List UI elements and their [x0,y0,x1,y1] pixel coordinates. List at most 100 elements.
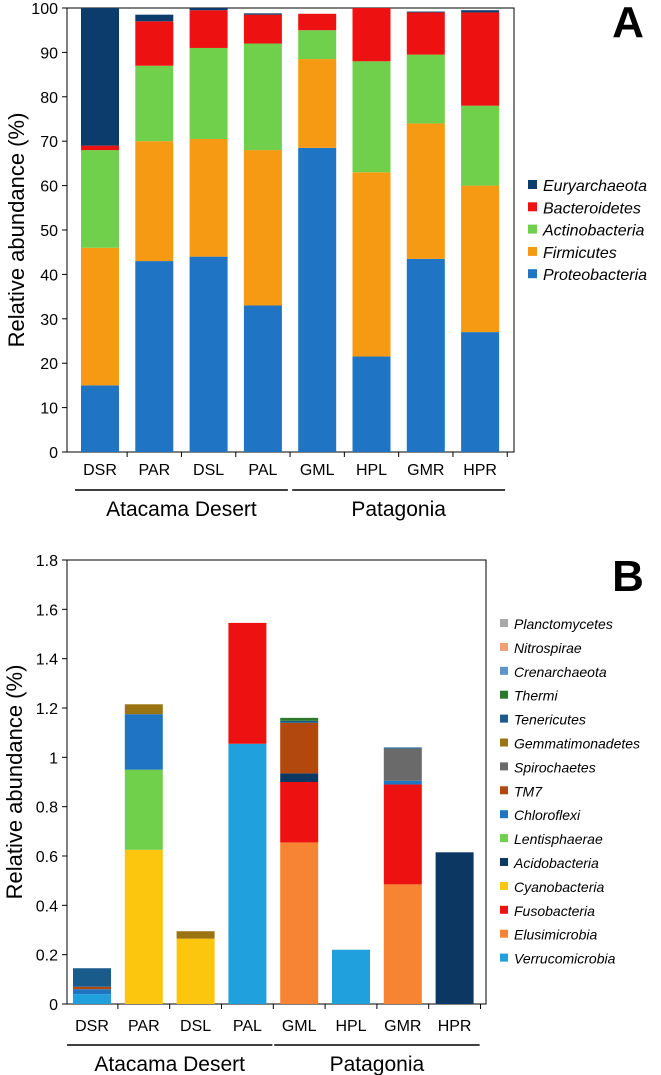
chart-a-group-label-patagonia: Patagonia [351,498,446,521]
chart-b-legend-label-spirochaetes: Spirochaetes [514,759,596,775]
chart-a-legend-label-bacteroidetes: Bacteroidetes [543,200,641,217]
chart-b-legend-swatch-thermi [500,690,508,699]
chart-a-bar-hpr-euryarchaeota [461,10,500,13]
chart-b-ytick-label: 1 [49,750,58,767]
chart-a-ytick-label: 50 [40,223,58,240]
chart-a-xtick-label-hpl: HPL [356,462,387,479]
chart-a-panel-label: A [612,0,644,47]
chart-b-legend-label-thermi: Thermi [514,688,558,704]
chart-b-legend-swatch-fusobacteria [500,905,508,914]
chart-a-bar-gmr-proteobacteria [406,258,445,452]
chart-a-ytick-label: 30 [40,312,58,329]
chart-a-bar-dsl-firmicutes [189,138,228,257]
chart-b-legend-swatch-crenarchaeota [500,666,508,675]
chart-b-legend-swatch-acidobacteria [500,858,508,866]
chart-b-xtick-label-pal: PAL [233,1018,262,1035]
chart-a-bar-dsr-bacteroidetes [81,145,119,151]
chart-b-legend-label-elusimicrobia: Elusimicrobia [514,927,597,943]
chart-a-ytick-label: 20 [40,356,58,373]
chart-b-legend-swatch-cyanobacteria [500,881,508,890]
chart-b-legend-swatch-elusimicrobia [500,929,508,938]
chart-b-legend-label-chloroflexi: Chloroflexi [514,807,581,823]
chart-a-group-label-atacama-desert: Atacama Desert [106,498,257,521]
chart-b-xtick-label-gml: GML [282,1018,317,1035]
chart-b-bar-dsr-tm7 [73,986,111,990]
chart-a-bar-dsr-proteobacteria [81,385,119,452]
chart-a-bar-gml-proteobacteria [298,147,337,453]
chart-b-bar-dsr-chloroflexi [73,989,111,995]
chart-b-ytick-label: 0 [49,997,58,1014]
chart-b-legend-swatch-nitrospirae [500,642,508,651]
chart-b-bar-par-chloroflexi [124,714,163,770]
chart-b-ytick-label: 0.6 [36,849,58,866]
chart-b-plot-frame [66,559,487,1005]
chart-b-bar-par-gemmatimonadetes [124,704,163,715]
chart-b-legend-label-gemmatimonadetes: Gemmatimonadetes [514,736,640,752]
chart-b-legend-swatch-tenericutes [500,714,508,723]
chart-b-legend-label-crenarchaeota: Crenarchaeota [514,664,607,680]
chart-b-ytick-label: 1.6 [36,602,58,619]
chart-b-bar-dsl-gemmatimonadetes [176,931,215,939]
chart-a-ytick-label: 100 [31,1,58,18]
chart-a-bar-hpr-bacteroidetes [461,12,500,106]
chart-b-group-label-atacama-desert: Atacama Desert [94,1053,245,1075]
chart-a-bar-dsl-proteobacteria [189,256,228,452]
chart-b-bar-pal-verrucomicrobia [228,743,267,1004]
chart-b-bar-par-cyanobacteria [124,849,163,1004]
chart-a-xtick-label-dsl: DSL [193,462,224,479]
chart-b-y-axis-label: Relative abundance (%) [2,665,27,900]
chart-b-bar-hpr-acidobacteria [435,852,474,1004]
chart-b-bar-hpl-verrucomicrobia [332,949,370,1004]
chart-a-ytick-label: 60 [40,179,58,196]
chart-b-legend-label-acidobacteria: Acidobacteria [513,855,599,871]
chart-b-legend-swatch-chloroflexi [500,810,508,819]
chart-a-ytick-label: 80 [40,90,58,107]
chart-a-bar-par-actinobacteria [135,65,174,142]
chart-a-bar-gml-bacteroidetes [298,13,337,31]
chart-a-bar-par-euryarchaeota [135,14,174,22]
chart-a-ytick-label: 90 [40,45,58,62]
chart-a-plot-frame [66,7,515,453]
chart-a-bar-dsr-actinobacteria [81,150,119,248]
chart-a-bar-pal-euryarchaeota [243,13,282,15]
chart-a-xtick-label-pal: PAL [248,462,277,479]
chart-a-bar-par-firmicutes [135,141,174,262]
chart-a-bar-hpl-proteobacteria [352,356,391,452]
chart-b-bar-gmr-tenericutes [383,747,422,749]
chart-b-bar-gml-fusobacteria [280,782,319,843]
chart-a-bar-hpr-firmicutes [461,185,500,333]
chart-b-xtick-label-par: PAR [128,1018,160,1035]
chart-a-bar-dsr-euryarchaeota [81,8,119,146]
chart-b-legend-swatch-gemmatimonadetes [500,738,508,747]
chart-a-xtick-label-dsr: DSR [83,462,117,479]
chart-b-panel-label: B [612,552,644,601]
chart-b-legend-label-fusobacteria: Fusobacteria [514,903,595,919]
chart-a-bar-dsr-firmicutes [81,247,119,386]
chart-a-bar-pal-firmicutes [243,150,282,306]
chart-a-bar-hpr-proteobacteria [461,332,500,452]
chart-a-bar-gmr-actinobacteria [406,54,445,124]
chart-b-legend-label-planctomycetes: Planctomycetes [514,616,613,632]
chart-b-legend-swatch-planctomycetes [500,619,508,627]
chart-a-bar-pal-bacteroidetes [243,14,282,44]
chart-b-ytick-label: 0.2 [36,948,58,965]
chart-a-bar-gmr-firmicutes [406,123,445,259]
chart-a-bar-pal-proteobacteria [243,305,282,452]
chart-a-legend-swatch-actinobacteria [528,224,537,234]
chart-a-bar-par-bacteroidetes [135,21,174,66]
chart-b-legend-label-lentisphaerae: Lentisphaerae [514,831,603,847]
chart-a-bar-dsl-bacteroidetes [189,10,228,48]
chart-a-xtick-label-gmr: GMR [407,462,444,479]
chart-a-bar-pal-actinobacteria [243,43,282,151]
chart-a-bar-gmr-bacteroidetes [406,12,445,55]
chart-b-bar-gml-tm7 [280,722,319,774]
chart-b-xtick-label-gmr: GMR [384,1018,421,1035]
chart-a-legend-swatch-proteobacteria [528,269,537,279]
chart-a-xtick-label-gml: GML [300,462,335,479]
chart-a-ytick-label: 0 [49,445,58,462]
chart-a-xtick-label-hpr: HPR [463,462,497,479]
chart-b-bar-gmr-spirochaetes [383,748,422,781]
chart-b-legend-label-cyanobacteria: Cyanobacteria [514,879,604,895]
chart-b-bar-gmr-fusobacteria [383,784,422,885]
